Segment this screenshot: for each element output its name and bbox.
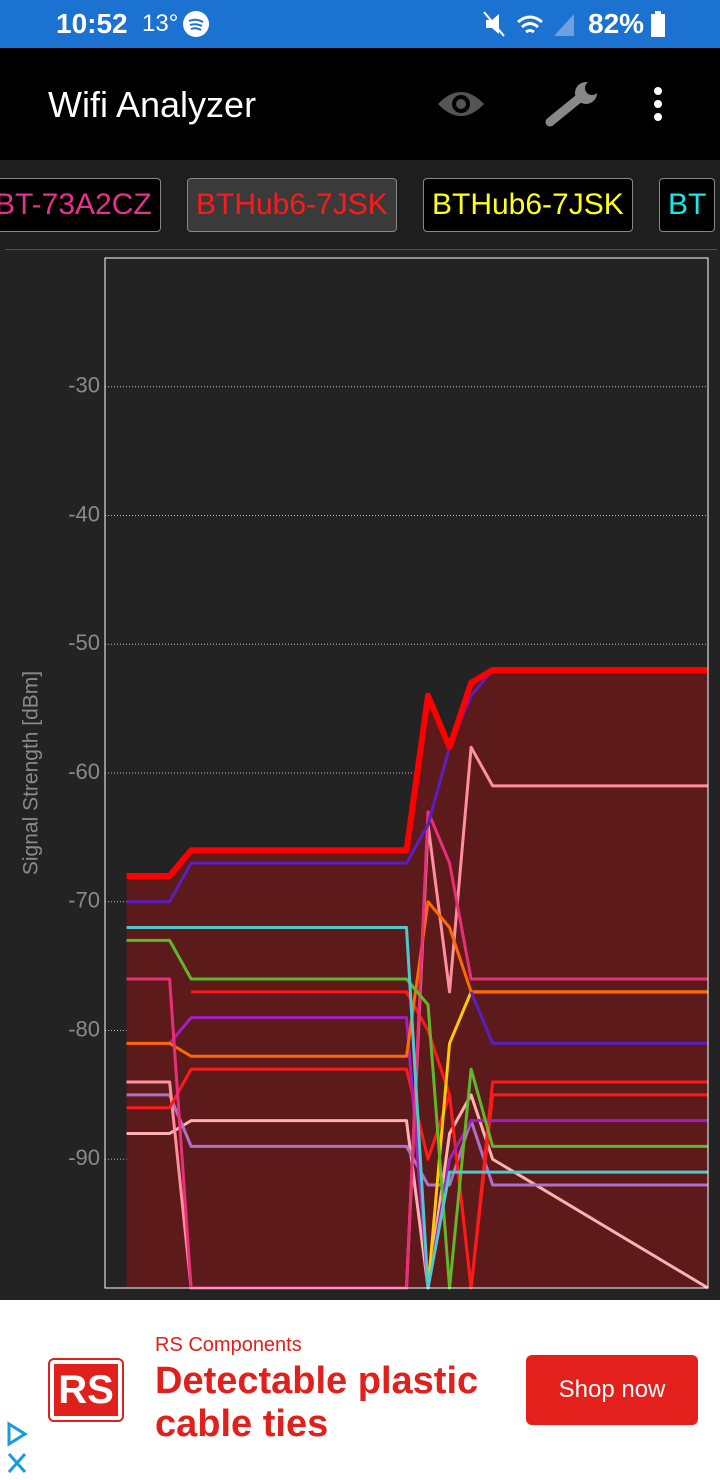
- y-tick-label: -70: [68, 888, 100, 913]
- menu-icon[interactable]: [650, 86, 666, 126]
- series-line: [126, 667, 708, 879]
- status-icons: [483, 11, 574, 37]
- ad-headline[interactable]: Detectable plastic cable ties: [155, 1360, 479, 1445]
- y-tick-label: -80: [68, 1016, 100, 1041]
- app-title: Wifi Analyzer: [48, 84, 257, 125]
- ad-logo[interactable]: RS: [50, 1360, 122, 1420]
- network-tab[interactable]: BTHub6-7JSK: [423, 178, 633, 232]
- settings-icon[interactable]: [542, 80, 602, 128]
- divider: [5, 249, 717, 250]
- battery: 82%: [588, 8, 645, 39]
- eye-icon[interactable]: [436, 86, 486, 122]
- y-tick-label: -60: [68, 759, 100, 784]
- series-line: [126, 669, 494, 904]
- y-tick-label: -40: [68, 501, 100, 526]
- clock: 10:52: [56, 8, 128, 39]
- ad-button[interactable]: Shop now: [526, 1355, 698, 1425]
- app-bar: Wifi Analyzer: [0, 48, 720, 160]
- battery-icon: [651, 11, 665, 37]
- series-line: [126, 938, 708, 1290]
- y-tick-label: -50: [68, 630, 100, 655]
- status-bar: 10:52 13° 82%: [0, 0, 720, 48]
- network-tab[interactable]: BT-73A2CZ: [0, 178, 161, 232]
- network-tab[interactable]: BTHub6-7JSK: [187, 178, 397, 232]
- network-tabs: BT-73A2CZ BTHub6-7JSK BTHub6-7JSK BT: [0, 160, 720, 250]
- spotify-icon: [183, 11, 209, 37]
- plot-border: [104, 257, 709, 1289]
- ad-banner: RS RS Components Detectable plastic cabl…: [0, 1300, 720, 1480]
- y-tick-label: -90: [68, 1145, 100, 1170]
- series-line: [126, 810, 708, 1290]
- network-tab[interactable]: BT: [659, 178, 716, 232]
- y-tick-label: -30: [68, 373, 100, 398]
- temperature: 13°: [142, 10, 179, 37]
- ad-advertiser[interactable]: RS Components: [155, 1334, 302, 1356]
- ad-choices[interactable]: [4, 1420, 30, 1476]
- y-axis-label: Signal Strength [dBm]: [20, 671, 43, 875]
- series-line: [469, 991, 708, 1045]
- chart: Signal Strength [dBm] -90 -80 -70 -60 -50 -40…: [20, 257, 709, 1290]
- series-line: [126, 900, 708, 1058]
